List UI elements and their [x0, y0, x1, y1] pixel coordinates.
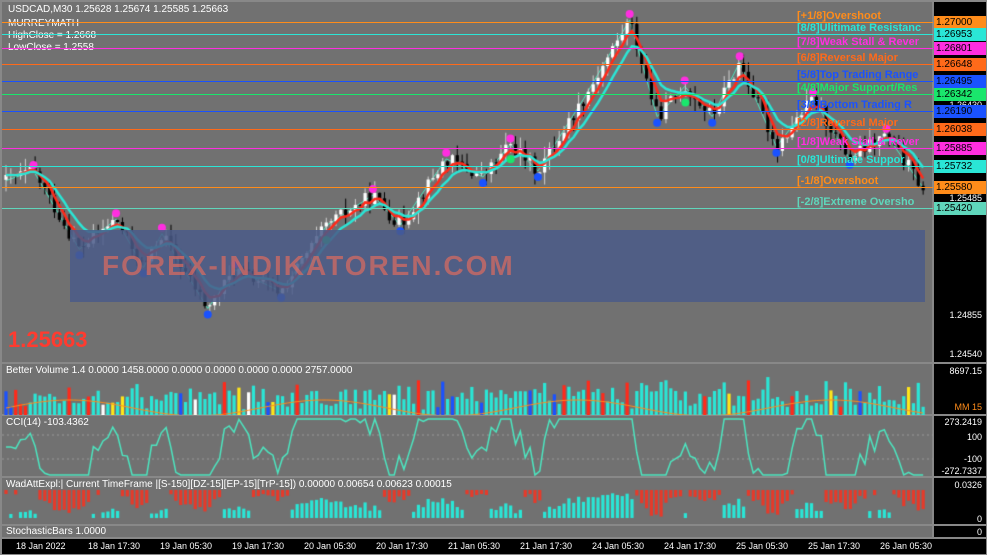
price-canvas [2, 2, 934, 364]
x-tick-3: 19 Jan 17:30 [232, 541, 284, 551]
current-price-large: 1.25663 [8, 327, 88, 353]
murrey-label-3: [6/8]Reversal Major [797, 52, 898, 64]
murrey-label-10: [-1/8]Overshoot [797, 175, 878, 187]
x-tick-6: 21 Jan 05:30 [448, 541, 500, 551]
murrey-line-7 [2, 129, 934, 130]
murrey-line-11 [2, 208, 934, 209]
price-tag-11: 1.25420 [934, 202, 986, 215]
indicator-name: MURREYMATH [8, 18, 79, 29]
murrey-line-5 [2, 94, 934, 95]
wad-panel[interactable]: WadAttExpl:| Current TimeFrame |[S-150][… [1, 477, 933, 525]
murrey-label-8: [1/8]Weak Stall & Rever [797, 136, 919, 148]
price-tag-1: 1.26953 [934, 28, 986, 41]
x-tick-8: 24 Jan 05:30 [592, 541, 644, 551]
price-tag-2: 1.26801 [934, 42, 986, 55]
price-tag-4: 1.26495 [934, 75, 986, 88]
stoch-panel[interactable]: StochasticBars 1.0000 [1, 525, 933, 538]
murrey-label-1: [8/8]Ulitimate Resistanc [797, 22, 921, 34]
murrey-label-5: [4/8]Major Support/Res [797, 82, 917, 94]
murrey-label-11: [-2/8]Extreme Oversho [797, 196, 914, 208]
cci-y-axis: 273.2419 100 -100 -272.7337 [933, 415, 987, 477]
murrey-line-10 [2, 187, 934, 188]
price-tag-6: 1.26190 [934, 105, 986, 118]
volume-y-axis: 8697.15 MM 15 [933, 363, 987, 415]
time-x-axis: 18 Jan 2022 18 Jan 17:30 19 Jan 05:30 19 Ja… [1, 538, 987, 555]
wad-label: WadAttExpl:| Current TimeFrame |[S-150][… [6, 479, 452, 490]
x-tick-12: 26 Jan 05:30 [880, 541, 932, 551]
price-tag-8: 1.25885 [934, 142, 986, 155]
x-tick-11: 25 Jan 17:30 [808, 541, 860, 551]
murrey-label-9: [0/8]Ultimate Suppor [797, 154, 905, 166]
price-y-axis: 1.270001.269531.268011.266481.264951.263… [933, 1, 987, 363]
murrey-line-9 [2, 166, 934, 167]
x-tick-10: 25 Jan 05:30 [736, 541, 788, 551]
cci-canvas [2, 416, 934, 478]
murrey-line-8 [2, 148, 934, 149]
cci-label: CCI(14) -103.4362 [6, 417, 89, 428]
symbol-label: USDCAD,M30 1.25628 1.25674 1.25585 1.256… [8, 4, 228, 15]
x-tick-4: 20 Jan 05:30 [304, 541, 356, 551]
murrey-label-0: [+1/8]Overshoot [797, 10, 881, 22]
murrey-label-7: [2/8]Reversal Major [797, 117, 898, 129]
watermark-text: FOREX-INDIKATOREN.COM [102, 250, 515, 282]
x-tick-2: 19 Jan 05:30 [160, 541, 212, 551]
wad-y-axis: 0.0326 0 [933, 477, 987, 525]
price-tag-3: 1.26648 [934, 58, 986, 71]
x-tick-7: 21 Jan 17:30 [520, 541, 572, 551]
murrey-label-2: [7/8]Weak Stall & Rever [797, 36, 919, 48]
murrey-line-1 [2, 34, 934, 35]
x-tick-1: 18 Jan 17:30 [88, 541, 140, 551]
cci-panel[interactable]: CCI(14) -103.4362 [1, 415, 933, 477]
price-tag-9: 1.25732 [934, 160, 986, 173]
x-tick-5: 20 Jan 17:30 [376, 541, 428, 551]
murrey-line-6 [2, 111, 934, 112]
murrey-line-0 [2, 22, 934, 23]
x-tick-9: 24 Jan 17:30 [664, 541, 716, 551]
murrey-line-4 [2, 81, 934, 82]
stoch-label: StochasticBars 1.0000 [6, 526, 106, 537]
x-tick-0: 18 Jan 2022 [16, 541, 66, 551]
high-close-label: HighClose = 1.2668 [8, 30, 96, 41]
main-price-chart[interactable]: FOREX-INDIKATOREN.COM USDCAD,M30 1.25628… [1, 1, 933, 363]
stoch-y-axis: 0 [933, 525, 987, 538]
volume-panel[interactable]: Better Volume 1.4 0.0000 1458.0000 0.000… [1, 363, 933, 415]
volume-label: Better Volume 1.4 0.0000 1458.0000 0.000… [6, 365, 352, 376]
murrey-line-3 [2, 64, 934, 65]
murrey-label-4: [5/8]Top Trading Range [797, 69, 918, 81]
price-tag-7: 1.26038 [934, 123, 986, 136]
murrey-label-6: [3/8]Bottom Trading R [797, 99, 912, 111]
murrey-line-2 [2, 48, 934, 49]
